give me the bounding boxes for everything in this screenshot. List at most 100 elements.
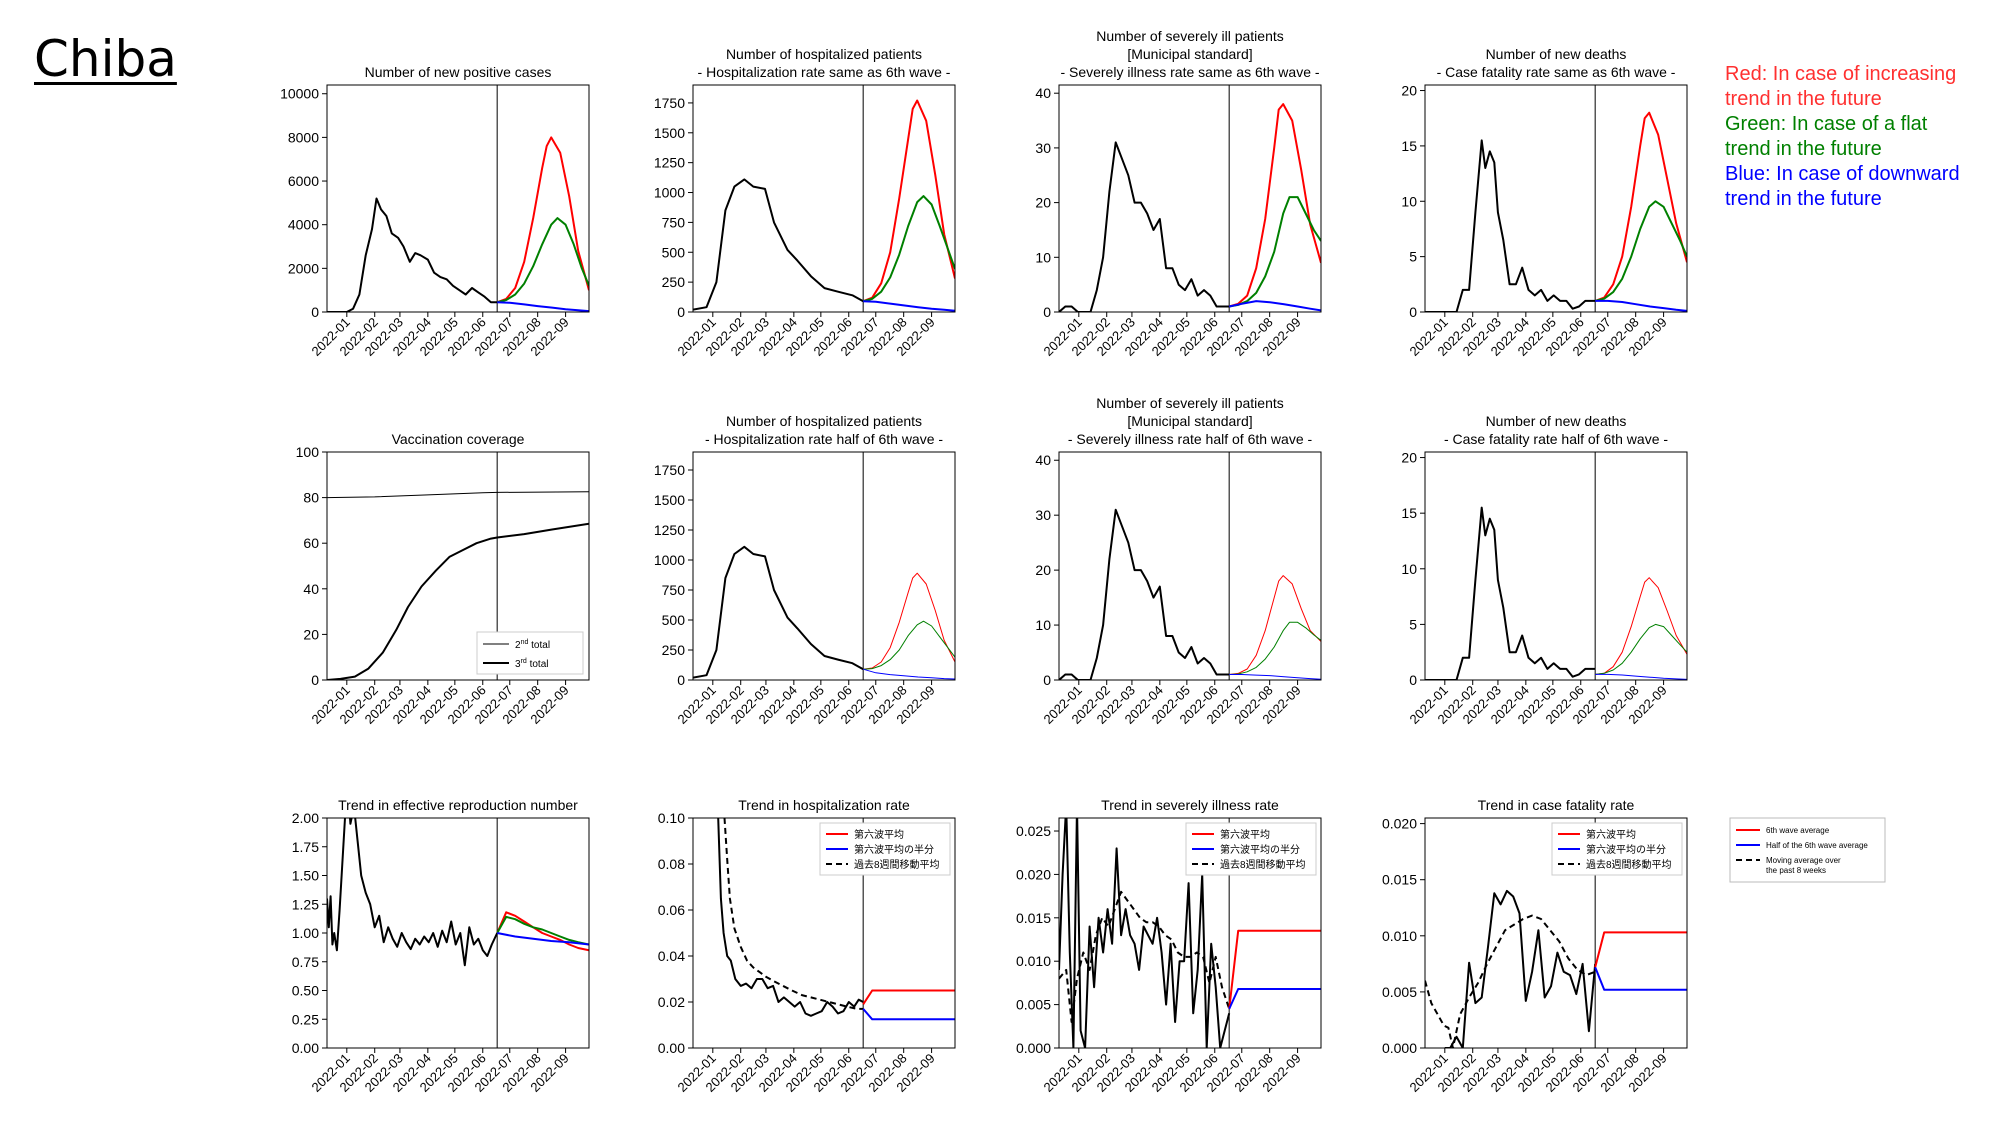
series-line-red (1228, 103, 1321, 308)
series-line-green (496, 217, 589, 304)
axes-frame (326, 817, 590, 1049)
series-line-red (1229, 575, 1321, 675)
y-tick-label: 1000 (654, 185, 685, 201)
y-tick-label: 0.25 (292, 1011, 319, 1027)
chart-title: Number of new deaths (1486, 46, 1627, 62)
side-legend-label: Moving average over the past 8 weeks (1766, 856, 1841, 875)
chart-title: Number of severely ill patients (1096, 28, 1284, 44)
plot-area (1059, 508, 1321, 680)
series-line-green (1229, 621, 1321, 675)
series-line-black (327, 818, 499, 967)
chart-title: - Severely illness rate half of 6th wave… (1068, 431, 1313, 447)
series-line-red (1595, 577, 1687, 675)
y-tick-label: 1250 (654, 155, 685, 171)
y-tick-label: 0.015 (1016, 910, 1051, 926)
y-tick-label: 0.005 (1382, 984, 1417, 1000)
chart-12: Trend in case fatality rate 0.000 0.005 0.0… (1382, 797, 1688, 1095)
y-tick-label: 2000 (288, 260, 319, 276)
series-line-black (327, 491, 589, 499)
y-tick-label: 750 (662, 582, 686, 598)
y-tick-label: 40 (1035, 452, 1051, 468)
y-tick-label: 500 (662, 244, 686, 260)
scenario-color-notes: Red: In case of increasing trend in the … (1725, 62, 1975, 212)
y-tick-label: 0 (677, 304, 685, 320)
side-legend-box (1729, 817, 1886, 883)
y-tick-label: 20 (1401, 450, 1417, 466)
y-tick-label: 0.005 (1016, 997, 1051, 1013)
y-tick-label: 100 (296, 444, 320, 460)
y-tick-label: 0.020 (1382, 816, 1417, 832)
series-line-green (496, 915, 589, 946)
y-tick-label: 2.00 (292, 810, 319, 826)
y-tick-label: 1.00 (292, 925, 319, 941)
axes-frame (1058, 817, 1322, 1049)
y-tick-label: 250 (662, 274, 686, 290)
y-tick-label: 0 (1043, 672, 1051, 688)
series-line-green (1595, 623, 1687, 675)
series-line-red (863, 572, 955, 670)
y-tick-label: 20 (303, 626, 319, 642)
series-line-blue (1229, 674, 1321, 680)
y-tick-label: 0.02 (658, 994, 685, 1010)
plot-area (1425, 111, 1687, 312)
y-tick-label: 0.00 (658, 1040, 685, 1056)
chart-3: Number of severely ill patients [Municipa… (1035, 28, 1322, 359)
series-line-blue (863, 668, 955, 680)
series-line-green (1594, 200, 1687, 302)
y-tick-label: 10 (1035, 249, 1051, 265)
chart-title: Trend in hospitalization rate (738, 797, 910, 813)
chart-9: Trend in effective reproduction number 0.… (292, 797, 590, 1095)
y-tick-label: 750 (662, 214, 686, 230)
axes-frame (692, 84, 956, 313)
y-tick-label: 0 (1409, 672, 1417, 688)
y-tick-label: 0.75 (292, 954, 319, 970)
y-tick-label: 1250 (654, 522, 685, 538)
chart-title: Trend in effective reproduction number (338, 797, 578, 813)
chart-11: Trend in severely illness rate 0.000 0.005… (1016, 797, 1322, 1095)
y-tick-label: 0.015 (1382, 872, 1417, 888)
y-tick-label: 30 (1035, 507, 1051, 523)
axes-frame (326, 451, 590, 681)
chart-title: Number of new deaths (1486, 413, 1627, 429)
y-tick-label: 10000 (280, 86, 319, 102)
series-line-red (496, 911, 589, 952)
series-line-blue (1228, 300, 1321, 312)
axes-frame (1058, 84, 1322, 313)
series-line-black (693, 178, 864, 311)
axes-frame (1424, 451, 1688, 681)
legend-label: 3rd total (515, 658, 548, 670)
y-tick-label: 0.025 (1016, 823, 1051, 839)
series-line-blue (1228, 988, 1321, 1010)
y-tick-label: 4000 (288, 217, 319, 233)
series-line-blue (1595, 673, 1687, 680)
series-line-black (1059, 508, 1230, 680)
chart-5: Vaccination coverage0204060801002022-012… (296, 431, 590, 727)
chart-title: - Severely illness rate same as 6th wave… (1060, 64, 1319, 80)
y-tick-label: 0.020 (1016, 866, 1051, 882)
chart-title: Number of hospitalized patients (726, 413, 922, 429)
y-tick-label: 0.10 (658, 810, 685, 826)
y-tick-label: 8000 (288, 129, 319, 145)
legend-label: 第六波平均 (1220, 828, 1270, 841)
plot-area (327, 136, 589, 312)
chart-title: Number of hospitalized patients (726, 46, 922, 62)
axes-frame (1424, 817, 1688, 1049)
chart-title: Vaccination coverage (392, 431, 525, 447)
y-tick-label: 15 (1401, 138, 1417, 154)
series-line-blue (1594, 966, 1687, 991)
y-tick-label: 40 (303, 581, 319, 597)
region-title: Chiba (34, 30, 177, 88)
chart-6: Number of hospitalized patients - Hospita… (654, 413, 956, 727)
axes-frame (326, 84, 590, 313)
series-line-red (1594, 931, 1687, 968)
y-tick-label: 10 (1401, 193, 1417, 209)
series-line-blue (497, 932, 589, 946)
axes-frame (692, 451, 956, 681)
axes-frame (1424, 84, 1688, 313)
series-line-red (862, 989, 955, 1005)
series-line-green (862, 195, 955, 303)
y-tick-label: 15 (1401, 505, 1417, 521)
plot-area (1425, 889, 1687, 1048)
chart-title: - Case fatality rate half of 6th wave - (1444, 431, 1668, 447)
